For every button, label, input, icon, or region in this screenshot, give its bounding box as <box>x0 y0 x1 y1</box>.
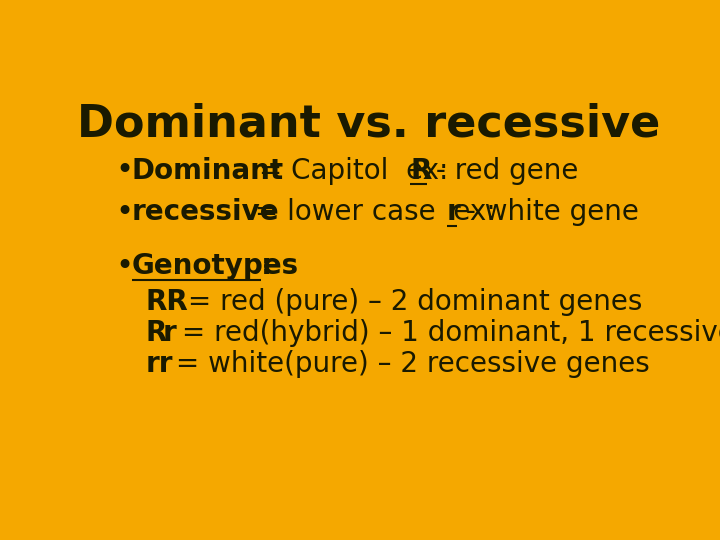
Text: •: • <box>115 198 133 227</box>
Text: = red (pure) – 2 dominant genes: = red (pure) – 2 dominant genes <box>179 288 642 316</box>
Text: :: : <box>261 253 272 280</box>
Text: - red gene: - red gene <box>427 157 578 185</box>
Text: •: • <box>115 252 133 281</box>
Text: r: r <box>446 198 460 226</box>
Text: RR: RR <box>145 288 189 316</box>
Text: = lower case  ex:: = lower case ex: <box>246 198 505 226</box>
Text: Dominant vs. recessive: Dominant vs. recessive <box>77 102 661 145</box>
Text: r: r <box>163 319 176 347</box>
Text: Dominant: Dominant <box>132 157 284 185</box>
Text: = Capitol  ex:: = Capitol ex: <box>250 157 457 185</box>
Text: = red(hybrid) – 1 dominant, 1 recessive gene: = red(hybrid) – 1 dominant, 1 recessive … <box>173 319 720 347</box>
Text: rr: rr <box>145 350 174 378</box>
Text: recessive: recessive <box>132 198 279 226</box>
Text: •: • <box>115 156 133 185</box>
Text: R: R <box>410 157 432 185</box>
Text: Genotypes: Genotypes <box>132 253 299 280</box>
Text: R: R <box>145 319 167 347</box>
Text: = white(pure) – 2 recessive genes: = white(pure) – 2 recessive genes <box>167 350 650 378</box>
Text: - white gene: - white gene <box>457 198 639 226</box>
